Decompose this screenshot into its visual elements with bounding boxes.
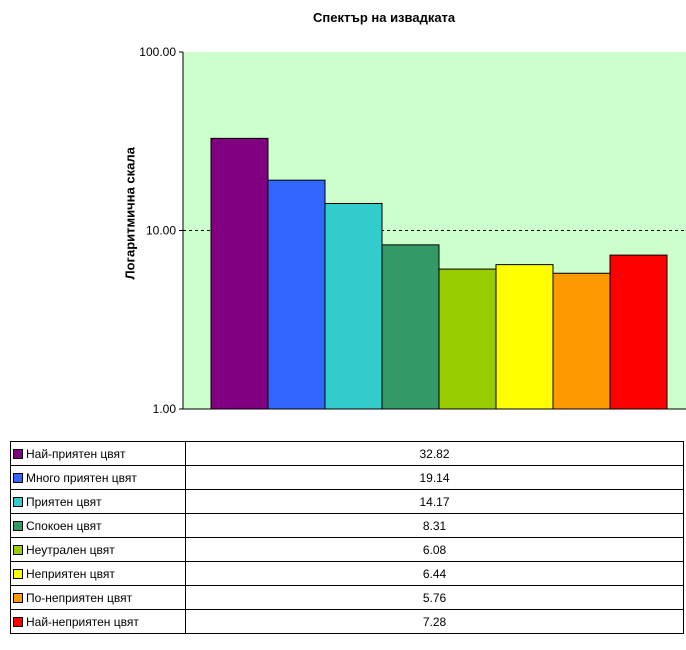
table-row: Неприятен цвят 6.44 — [10, 561, 684, 586]
table-row: По-неприятен цвят 5.76 — [10, 585, 684, 610]
legend-swatch — [13, 568, 23, 579]
series-name: Неутрален цвят — [26, 542, 115, 557]
data-table: Най-приятен цвят 32.82 Много приятен цвят 1… — [10, 441, 684, 634]
series-value: 6.08 — [185, 537, 684, 562]
series-name: Много приятен цвят — [26, 470, 137, 485]
table-row: Най-неприятен цвят 7.28 — [10, 609, 684, 634]
bar — [210, 137, 269, 410]
y-tick-label: 100.00 — [139, 45, 176, 59]
series-name: По-неприятен цвят — [26, 590, 133, 605]
series-name: Най-неприятен цвят — [26, 614, 139, 629]
series-value: 8.31 — [185, 513, 684, 538]
bar — [324, 202, 383, 410]
series-value: 32.82 — [185, 441, 684, 466]
legend-swatch — [13, 496, 23, 507]
bar — [267, 179, 326, 410]
y-tick-label: 1.00 — [153, 402, 177, 416]
series-value: 6.44 — [185, 561, 684, 586]
series-name: Приятен цвят — [26, 494, 102, 509]
bar — [381, 244, 440, 410]
legend-swatch — [13, 592, 23, 603]
series-name: Неприятен цвят — [26, 566, 115, 581]
chart-title: Спектър на извадката — [313, 10, 456, 25]
table-row: Приятен цвят 14.17 — [10, 489, 684, 514]
chart-svg: 1.00 10.00 100.00 — [139, 45, 686, 416]
series-name-cell: Спокоен цвят — [10, 513, 186, 538]
y-tick-label: 10.00 — [146, 224, 176, 238]
legend-swatch — [13, 616, 23, 627]
series-name: Най-приятен цвят — [26, 446, 126, 461]
legend-swatch — [13, 520, 23, 531]
series-name-cell: Най-приятен цвят — [10, 441, 186, 466]
bar — [438, 268, 497, 410]
legend-swatch — [13, 544, 23, 555]
series-name-cell: Много приятен цвят — [10, 465, 186, 490]
series-name: Спокоен цвят — [26, 518, 102, 533]
table-row: Много приятен цвят 19.14 — [10, 465, 684, 490]
bar — [495, 264, 554, 410]
legend-swatch — [13, 448, 23, 459]
series-name-cell: Приятен цвят — [10, 489, 186, 514]
bar — [609, 254, 668, 410]
series-value: 14.17 — [185, 489, 684, 514]
table-row: Спокоен цвят 8.31 — [10, 513, 684, 538]
series-value: 19.14 — [185, 465, 684, 490]
series-name-cell: По-неприятен цвят — [10, 585, 186, 610]
series-name-cell: Неприятен цвят — [10, 561, 186, 586]
bar — [552, 272, 611, 410]
series-name-cell: Неутрален цвят — [10, 537, 186, 562]
legend-swatch — [13, 472, 23, 483]
series-value: 5.76 — [185, 585, 684, 610]
series-name-cell: Най-неприятен цвят — [10, 609, 186, 634]
table-row: Неутрален цвят 6.08 — [10, 537, 684, 562]
table-row: Най-приятен цвят 32.82 — [10, 441, 684, 466]
series-value: 7.28 — [185, 609, 684, 634]
